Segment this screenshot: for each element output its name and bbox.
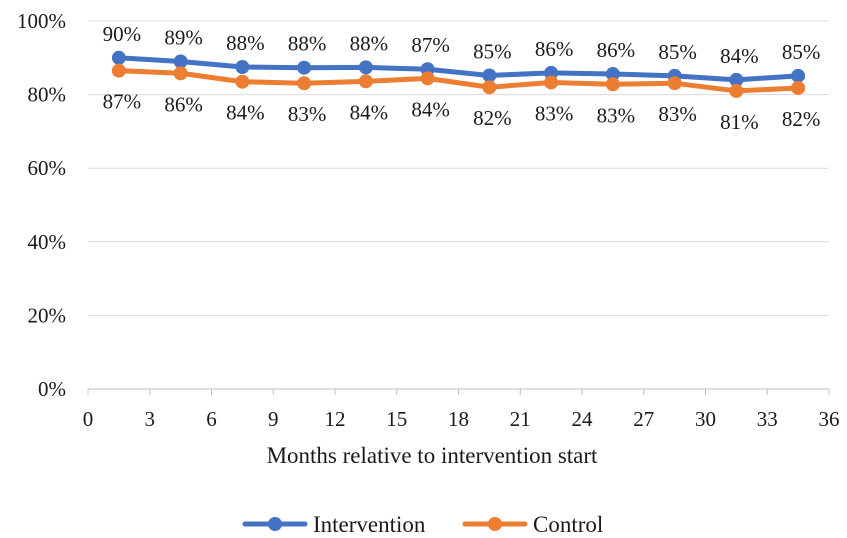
data-point-control [111,63,126,78]
data-label-control: 84% [226,101,265,125]
x-tick-label: 0 [83,407,94,431]
data-point-control [297,76,312,91]
data-label-intervention: 88% [226,31,265,55]
x-tick-label: 36 [819,407,840,431]
data-point-control [482,80,497,95]
data-point-intervention [358,60,373,75]
data-point-intervention [482,68,497,83]
data-label-control: 83% [597,103,636,127]
data-label-intervention: 86% [597,38,636,62]
data-point-intervention [729,72,744,87]
data-label-control: 83% [288,102,327,126]
y-tick-label: 100% [17,9,66,33]
data-point-intervention [235,60,250,74]
data-label-control: 82% [782,107,821,131]
axes: 0%20%40%60%80%100%0 3 6 9 12 15 18 21 24 27 30 33 36 [17,9,840,431]
data-point-control [544,75,559,90]
data-point-control [791,80,806,95]
data-label-control: 84% [350,100,389,124]
data-point-control [420,71,435,86]
data-point-control [235,74,250,89]
data-label-intervention: 88% [350,31,389,55]
data-point-control [729,83,744,98]
x-tick-label: 30 [695,407,716,431]
data-point-intervention [111,50,126,65]
x-tick-label: 6 [206,407,217,431]
data-point-intervention [791,68,806,83]
data-point-intervention [173,54,188,69]
legend-marker-intervention [268,517,282,531]
data-label-intervention: 85% [782,40,821,64]
data-label-intervention: 87% [411,33,450,57]
data-point-control [358,74,373,89]
x-tick-label: 18 [448,407,469,431]
legend-label-control: Control [533,512,603,537]
data-point-control [173,66,188,81]
data-label-control: 82% [473,106,512,130]
data-label-intervention: 85% [658,40,697,64]
data-label-control: 87% [103,90,142,114]
data-label-control: 83% [535,101,574,125]
x-tick-label: 9 [268,407,279,431]
x-tick-label: 24 [572,407,594,431]
y-tick-label: 40% [28,230,67,254]
data-point-control [605,77,620,92]
y-tick-label: 60% [28,156,67,180]
data-labels: 90% 89% 88% 88% 88% 87% 85% 86% 86% 85% 84% 85% 87% 8… [103,22,821,134]
data-label-control: 83% [658,102,697,126]
data-label-intervention: 88% [288,32,327,56]
data-label-intervention: 86% [535,37,574,61]
data-point-control [667,76,682,91]
data-point-intervention [544,65,559,80]
data-point-intervention [605,66,620,81]
legend: Intervention Control [242,512,603,537]
series-line-intervention [116,55,801,83]
series-line-control [116,68,801,94]
legend-marker-control [488,517,502,531]
x-tick-label: 15 [386,407,407,431]
data-label-control: 84% [411,97,450,121]
x-tick-label: 21 [510,407,531,431]
y-tick-label: 80% [28,83,67,107]
y-tick-label: 0% [38,377,66,401]
data-label-control: 81% [720,110,759,134]
legend-label-intervention: Intervention [313,512,426,537]
x-tick-label: 12 [325,407,346,431]
data-label-intervention: 84% [720,44,759,68]
data-label-intervention: 90% [103,22,142,46]
series-lines [111,50,806,98]
data-label-control: 86% [164,92,203,116]
x-tick-label: 27 [633,407,654,431]
x-axis-title: Months relative to intervention start [267,443,598,468]
x-tick-label: 3 [145,407,156,431]
y-tick-label: 20% [28,303,67,327]
data-label-intervention: 89% [164,25,203,49]
gridlines [88,20,829,316]
x-tick-label: 33 [757,407,778,431]
data-label-intervention: 85% [473,39,512,63]
data-point-intervention [297,60,312,75]
